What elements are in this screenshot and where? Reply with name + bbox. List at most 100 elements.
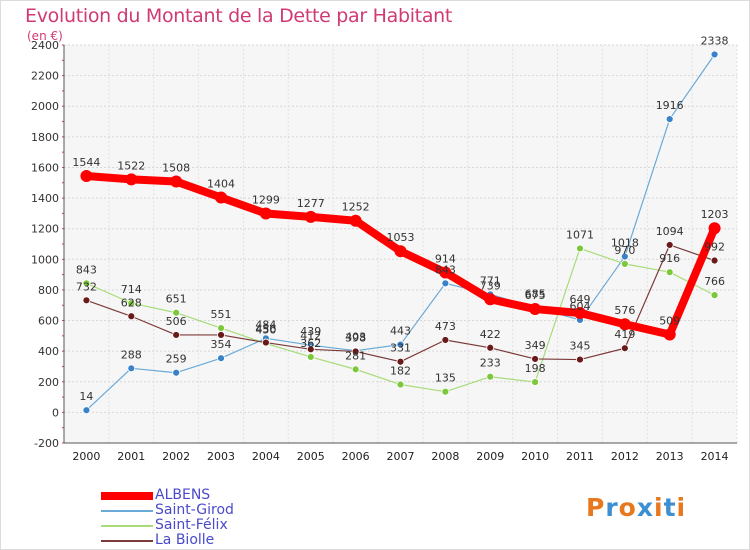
data-label: 649 xyxy=(569,293,590,306)
data-point xyxy=(306,345,315,354)
data-label: 714 xyxy=(121,283,142,296)
data-label: 1277 xyxy=(297,197,325,210)
data-label: 604 xyxy=(569,300,590,313)
logo-letter: r xyxy=(605,493,619,522)
legend-item: Saint-Félix xyxy=(101,518,234,533)
data-point xyxy=(351,347,360,356)
data-point xyxy=(80,170,93,183)
data-label: 403 xyxy=(345,331,366,344)
data-point xyxy=(484,293,497,306)
y-tick-label: 2000 xyxy=(31,100,59,113)
x-tick-label: 2004 xyxy=(252,450,280,463)
data-label: 233 xyxy=(480,357,501,370)
data-label: 281 xyxy=(345,349,366,362)
y-tick-label: 400 xyxy=(38,345,59,358)
data-point xyxy=(217,324,225,332)
data-point xyxy=(351,365,360,374)
data-label: 628 xyxy=(121,296,142,309)
data-label: 506 xyxy=(166,315,187,328)
y-tick-label: 1400 xyxy=(31,192,59,205)
data-point xyxy=(576,355,584,364)
legend-label: La Biolle xyxy=(155,532,215,548)
data-point xyxy=(217,331,225,339)
legend-label: Saint-Félix xyxy=(155,517,228,533)
data-label: 182 xyxy=(390,365,411,378)
data-point xyxy=(710,291,719,300)
legend-label: Saint-Girod xyxy=(155,502,234,518)
data-point xyxy=(441,279,450,288)
data-point xyxy=(439,266,452,279)
y-tick-label: 1000 xyxy=(31,253,59,266)
logo-letter: t xyxy=(663,493,677,522)
chart-title: Evolution du Montant de la Dette par Hab… xyxy=(25,5,453,27)
x-tick-label: 2003 xyxy=(207,450,235,463)
data-point xyxy=(618,318,631,331)
data-label: 1508 xyxy=(162,162,190,175)
x-tick-label: 2005 xyxy=(297,450,325,463)
y-tick-label: 1600 xyxy=(31,161,59,174)
y-tick-label: -200 xyxy=(34,437,59,450)
data-point xyxy=(708,222,721,235)
legend-label: ALBENS xyxy=(155,487,211,503)
data-point xyxy=(396,357,405,366)
data-label: 675 xyxy=(525,289,546,302)
data-label: 509 xyxy=(659,314,680,327)
y-tick-label: 600 xyxy=(38,315,59,328)
data-point xyxy=(127,364,136,373)
data-point xyxy=(665,115,674,123)
data-label: 1053 xyxy=(387,231,415,244)
data-point xyxy=(396,340,405,349)
data-point xyxy=(217,354,225,363)
x-tick-label: 2000 xyxy=(72,450,100,463)
legend-swatch xyxy=(101,491,153,500)
data-label: 473 xyxy=(435,320,456,333)
data-label: 1252 xyxy=(342,201,370,214)
data-label: 362 xyxy=(300,337,321,350)
x-tick-label: 2013 xyxy=(656,450,684,463)
data-point xyxy=(261,338,270,347)
data-label: 412 xyxy=(300,329,321,342)
y-tick-label: 800 xyxy=(38,284,59,297)
data-point xyxy=(306,353,315,361)
data-label: 443 xyxy=(390,325,411,338)
logo-letter: o xyxy=(618,493,637,522)
data-label: 843 xyxy=(435,263,456,276)
data-point xyxy=(620,259,629,268)
data-label: 14 xyxy=(79,390,93,403)
data-point xyxy=(82,279,91,288)
legend-item: ALBENS xyxy=(101,488,234,503)
data-point xyxy=(710,256,719,265)
data-label: 439 xyxy=(300,325,321,338)
data-label: 1544 xyxy=(72,156,100,169)
data-label: 259 xyxy=(166,353,187,366)
y-tick-label: 0 xyxy=(52,406,59,419)
data-label: 135 xyxy=(435,372,456,385)
x-tick-label: 2014 xyxy=(701,450,729,463)
data-label: 551 xyxy=(211,308,232,321)
data-label: 843 xyxy=(76,263,97,276)
proxiti-logo: Proxiti xyxy=(586,493,686,522)
data-label: 345 xyxy=(569,340,590,353)
y-tick-label: 2200 xyxy=(31,70,59,83)
data-label: 771 xyxy=(480,274,501,287)
data-point xyxy=(573,307,586,320)
data-label: 422 xyxy=(480,328,501,341)
data-point xyxy=(486,343,495,352)
data-label: 1299 xyxy=(252,194,280,207)
legend-swatch xyxy=(101,509,153,512)
data-point xyxy=(529,303,542,316)
data-label: 450 xyxy=(255,324,276,337)
x-tick-label: 2006 xyxy=(342,450,370,463)
data-point xyxy=(486,372,495,381)
logo-letter: i xyxy=(676,493,687,522)
data-label: 685 xyxy=(525,288,546,301)
y-tick-label: 2400 xyxy=(31,39,59,52)
data-point xyxy=(665,241,674,249)
x-tick-label: 2007 xyxy=(387,450,415,463)
data-point xyxy=(125,173,138,186)
data-label: 1018 xyxy=(611,237,639,250)
legend-item: La Biolle xyxy=(101,533,234,548)
data-point xyxy=(441,336,450,344)
